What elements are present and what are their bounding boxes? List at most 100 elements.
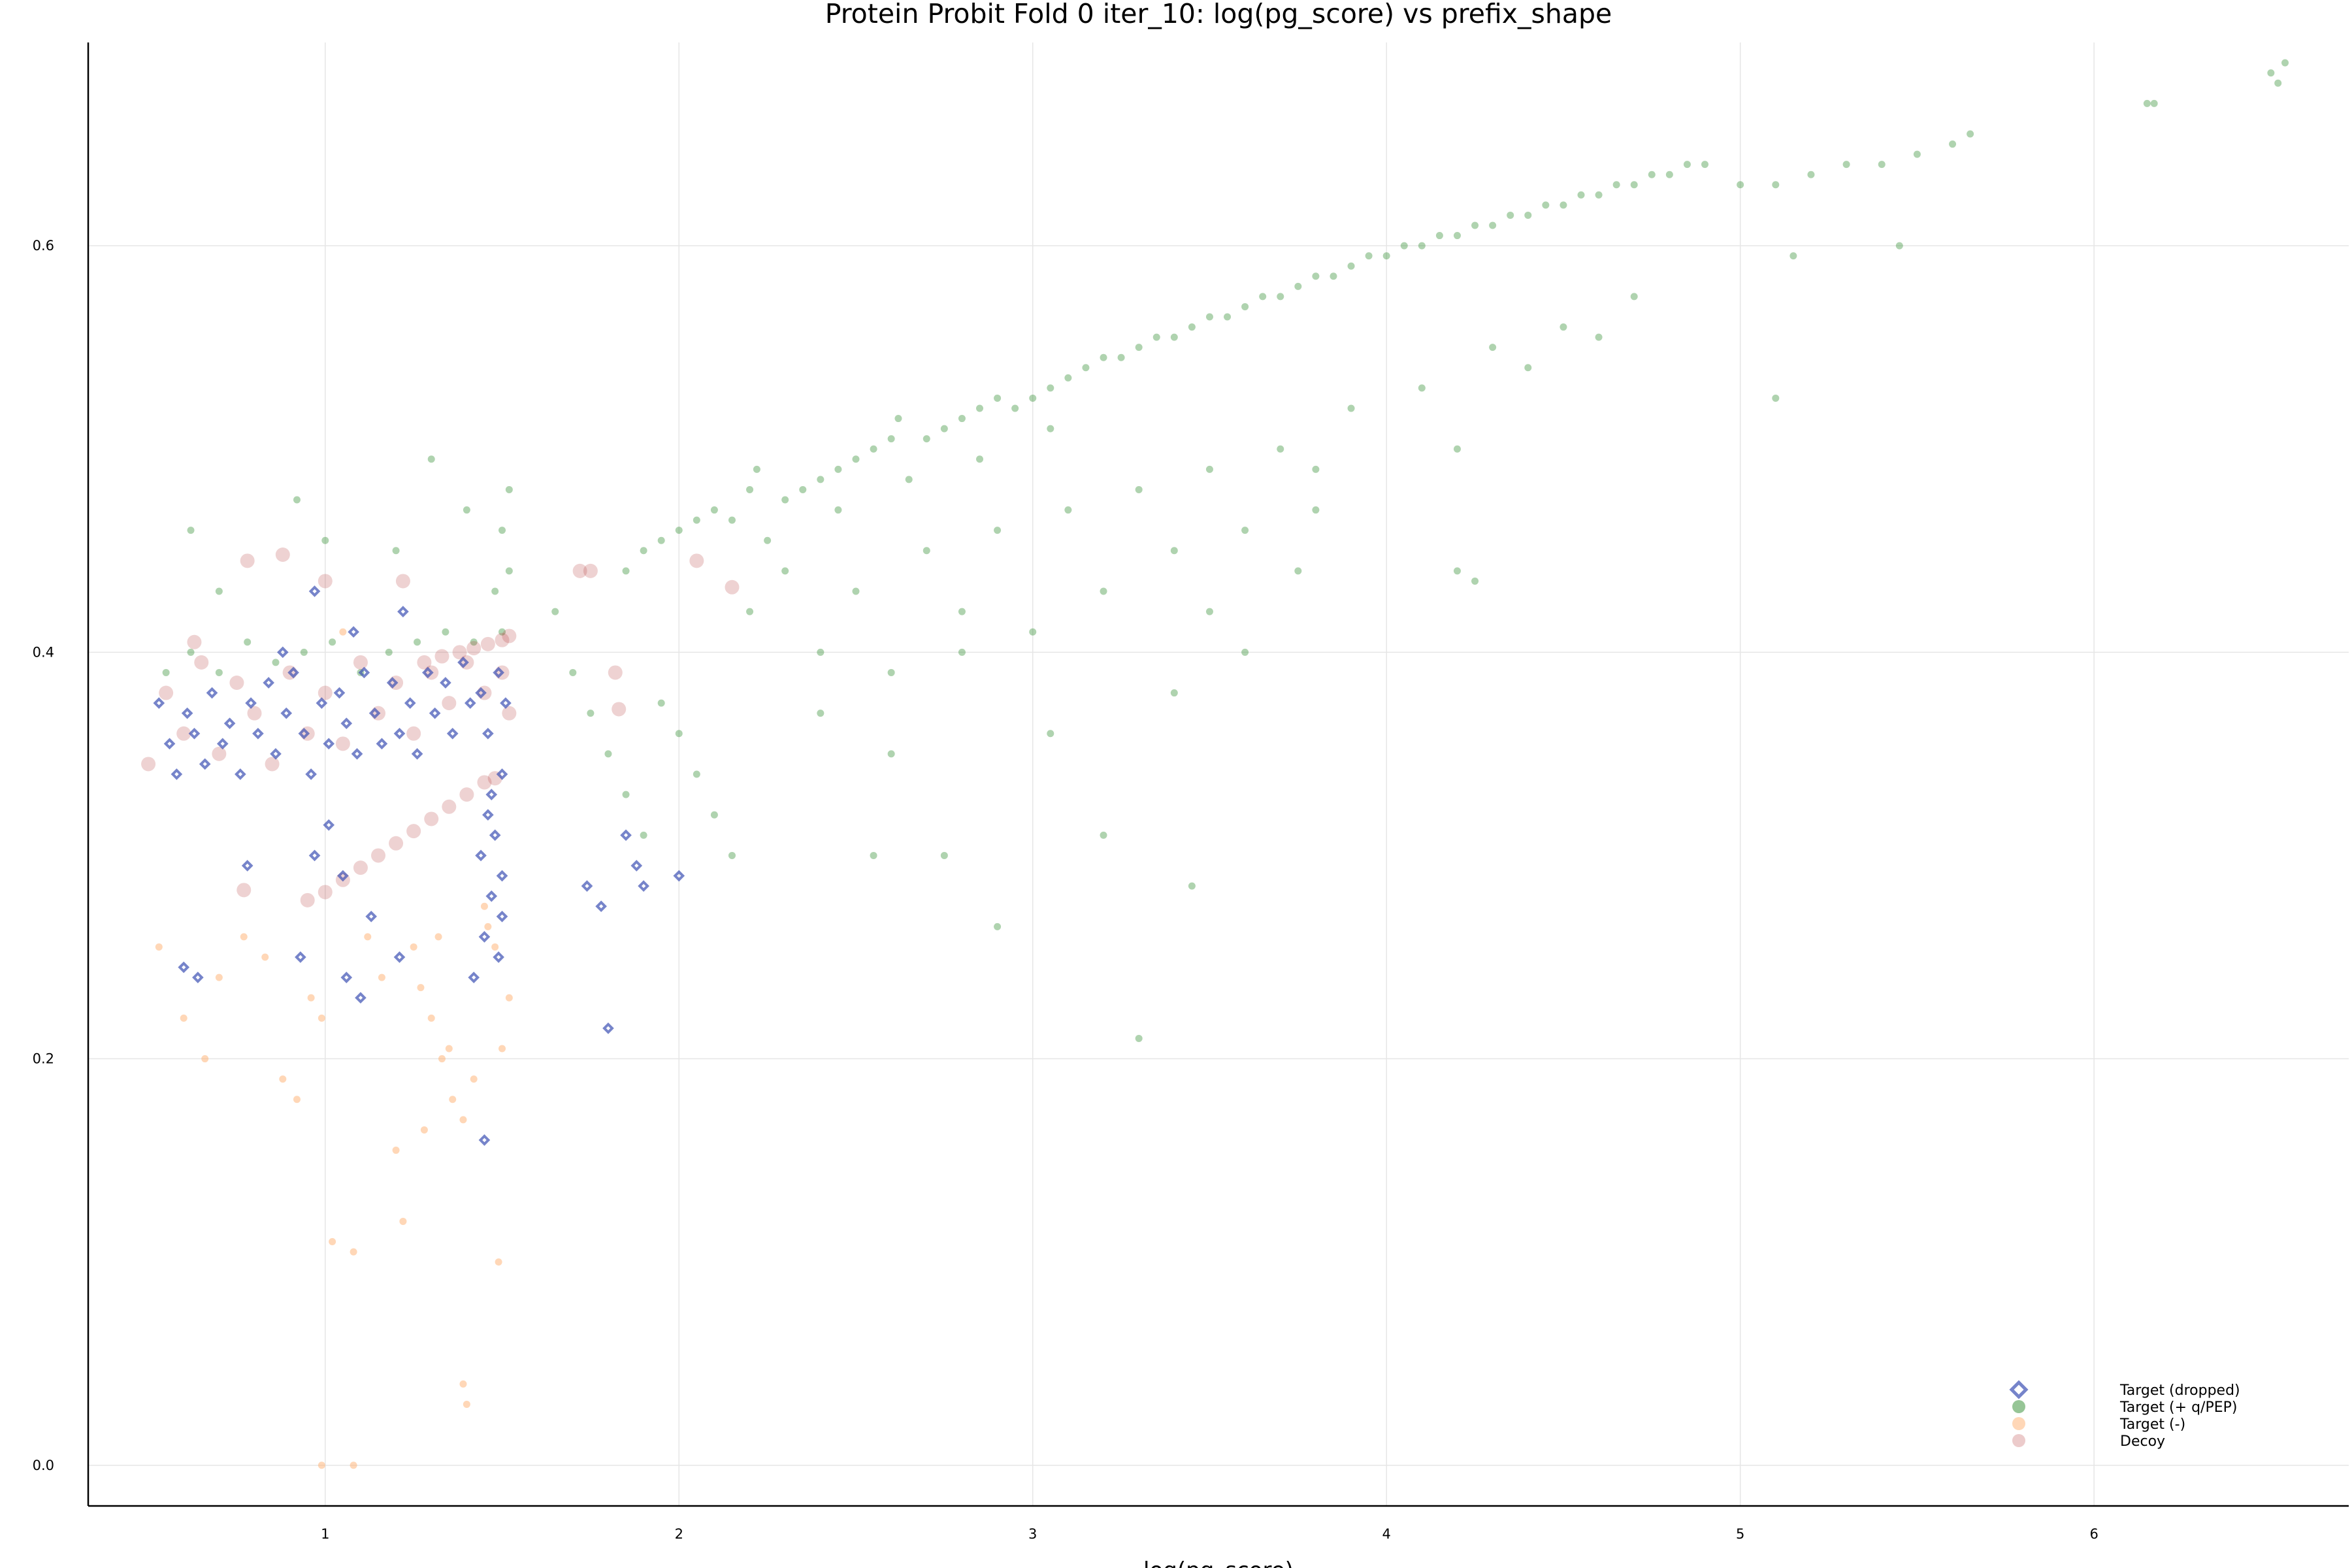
legend-label-decoy: Decoy <box>2120 1433 2165 1450</box>
data-point <box>1117 353 1125 361</box>
data-point <box>468 972 480 983</box>
data-point <box>1382 252 1390 260</box>
data-point <box>958 648 966 656</box>
data-point <box>252 727 264 740</box>
data-point <box>240 553 255 568</box>
data-point <box>163 738 176 750</box>
data-point <box>237 883 252 898</box>
data-point <box>1135 1034 1143 1042</box>
data-point <box>604 750 612 758</box>
data-point <box>1453 567 1461 575</box>
data-point <box>153 697 165 709</box>
data-point <box>1277 445 1284 453</box>
data-point <box>495 632 510 647</box>
data-point <box>781 567 789 575</box>
data-point <box>1737 181 1744 189</box>
data-point <box>1188 323 1196 331</box>
data-point <box>1967 130 1974 138</box>
data-point <box>323 738 335 750</box>
data-point <box>392 547 400 555</box>
data-point <box>1560 323 1567 331</box>
data-point <box>834 465 842 473</box>
data-point <box>457 657 469 668</box>
data-point <box>427 1014 435 1022</box>
data-point <box>1648 171 1656 178</box>
data-point <box>393 727 406 740</box>
data-point <box>348 626 359 638</box>
data-point <box>229 676 244 690</box>
data-point <box>1064 374 1072 382</box>
data-point <box>870 445 877 453</box>
data-point <box>500 697 512 709</box>
y-tick-label: 0.0 <box>33 1458 54 1473</box>
data-point <box>1347 404 1355 412</box>
data-point <box>485 890 498 902</box>
data-point <box>1365 252 1373 260</box>
data-point <box>353 860 368 875</box>
data-point <box>1435 232 1443 240</box>
data-point <box>817 710 825 717</box>
data-point <box>480 902 488 910</box>
data-point <box>1418 384 1426 392</box>
data-point <box>491 587 499 595</box>
data-point <box>581 880 593 892</box>
data-point <box>187 634 202 649</box>
data-point <box>414 638 421 646</box>
data-point <box>1471 221 1479 229</box>
data-point <box>440 677 451 689</box>
data-point <box>1029 394 1037 402</box>
data-point <box>318 1014 325 1022</box>
data-point <box>241 860 253 872</box>
data-point <box>206 687 218 699</box>
data-point <box>994 923 1002 930</box>
data-point <box>215 668 223 676</box>
data-point <box>852 587 860 595</box>
data-point <box>463 1400 470 1408</box>
data-point <box>351 748 363 760</box>
data-point <box>187 527 195 534</box>
data-point <box>355 992 367 1004</box>
data-point <box>176 726 191 741</box>
data-point <box>1807 171 1815 178</box>
data-point <box>484 923 492 930</box>
data-point <box>365 910 378 923</box>
y-tick-label: 0.4 <box>33 644 54 660</box>
data-point <box>434 933 442 941</box>
legend-label-target: Target (-) <box>2119 1416 2185 1433</box>
data-point <box>316 697 328 709</box>
data-point <box>393 951 406 963</box>
data-point <box>386 677 399 689</box>
data-point <box>350 1248 357 1256</box>
data-point <box>940 851 948 859</box>
data-point <box>212 746 227 761</box>
data-point <box>958 415 966 423</box>
data-point <box>1029 628 1037 636</box>
data-point <box>958 608 966 615</box>
data-point <box>478 931 491 943</box>
data-point <box>318 885 333 900</box>
data-point <box>502 629 517 644</box>
data-point <box>1842 161 1850 169</box>
data-point <box>459 1116 467 1124</box>
data-point <box>834 506 842 514</box>
data-point <box>335 736 350 751</box>
data-point <box>817 648 825 656</box>
data-point <box>1913 150 1921 158</box>
data-points <box>141 59 2289 1469</box>
data-point <box>505 485 513 493</box>
data-point <box>976 404 984 412</box>
data-point <box>1064 506 1072 514</box>
data-point <box>817 476 825 483</box>
data-point <box>427 455 435 463</box>
data-point <box>781 496 789 504</box>
data-point <box>587 710 595 717</box>
data-point <box>240 933 248 941</box>
data-point <box>216 738 229 750</box>
chart-title: Protein Probit Fold 0 iter_10: log(pg_sc… <box>825 0 1612 29</box>
data-point <box>1100 353 1107 361</box>
data-point <box>318 1462 325 1469</box>
data-point <box>280 707 293 719</box>
data-point <box>1047 384 1054 392</box>
data-point <box>608 665 623 680</box>
data-point <box>463 506 470 514</box>
